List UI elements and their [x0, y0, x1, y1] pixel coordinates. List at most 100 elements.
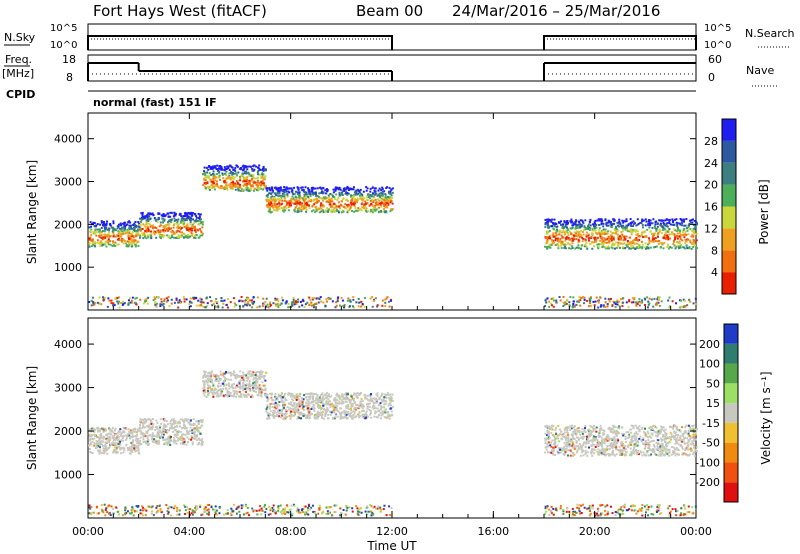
scatter-point — [297, 208, 300, 211]
scatter-point — [659, 224, 662, 227]
scatter-point — [136, 229, 139, 232]
scatter-point — [172, 430, 175, 433]
scatter-point — [202, 375, 205, 378]
scatter-point — [137, 437, 140, 440]
scatter-point — [103, 445, 106, 448]
scatter-point — [125, 244, 128, 247]
scatter-point — [300, 196, 303, 199]
ground-scatter-point — [583, 298, 586, 301]
scatter-point — [250, 185, 253, 188]
ground-scatter-point — [680, 305, 683, 308]
ground-scatter-point — [135, 504, 138, 507]
scatter-point — [663, 233, 666, 236]
scatter-point — [201, 418, 204, 421]
scatter-point — [346, 204, 349, 207]
scatter-point — [353, 193, 356, 196]
scatter-point — [570, 240, 573, 243]
scatter-point — [256, 381, 259, 384]
scatter-point — [676, 223, 679, 226]
scatter-point — [148, 212, 151, 215]
scatter-point — [160, 431, 163, 434]
scatter-point — [558, 229, 561, 232]
scatter-point — [104, 449, 107, 452]
scatter-point — [131, 233, 134, 236]
scatter-point — [172, 423, 175, 426]
scatter-point — [247, 376, 250, 379]
scatter-point — [317, 403, 320, 406]
scatter-point — [199, 218, 202, 221]
scatter-point — [181, 439, 184, 442]
scatter-point — [262, 178, 265, 181]
scatter-point — [163, 227, 166, 230]
scatter-point — [319, 406, 322, 409]
scatter-point — [290, 190, 293, 193]
scatter-point — [254, 373, 257, 376]
scatter-point — [257, 169, 260, 172]
ground-scatter-point — [298, 305, 301, 308]
scatter-point — [298, 403, 301, 406]
ground-scatter-point — [183, 298, 186, 301]
scatter-point — [110, 226, 113, 229]
ground-scatter-point — [264, 300, 267, 303]
scatter-point — [637, 246, 640, 249]
ground-scatter-point — [569, 296, 572, 299]
ground-scatter-point — [216, 513, 219, 516]
scatter-point — [293, 199, 296, 202]
scatter-point — [683, 227, 686, 230]
scatter-point — [305, 208, 308, 211]
scatter-point — [119, 434, 122, 437]
scatter-point — [326, 197, 329, 200]
scatter-point — [106, 228, 109, 231]
scatter-point — [373, 208, 376, 211]
scatter-point — [558, 231, 561, 234]
scatter-point — [551, 225, 554, 228]
scatter-point — [627, 243, 630, 246]
scatter-point — [133, 222, 136, 225]
scatter-point — [100, 231, 103, 234]
scatter-point — [162, 226, 165, 229]
scatter-point — [247, 387, 250, 390]
scatter-point — [101, 427, 104, 430]
ground-scatter-point — [246, 511, 249, 514]
scatter-point — [661, 242, 664, 245]
scatter-point — [692, 235, 695, 238]
scatter-point — [243, 177, 246, 180]
scatter-point — [610, 225, 613, 228]
scatter-point — [256, 375, 259, 378]
scatter-point — [611, 232, 614, 235]
scatter-point — [182, 433, 185, 436]
ground-scatter-point — [317, 301, 320, 304]
scatter-point — [179, 430, 182, 433]
scatter-point — [362, 197, 365, 200]
ground-scatter-point — [112, 304, 115, 307]
scatter-point — [109, 428, 112, 431]
scatter-point — [360, 196, 363, 199]
scatter-point — [674, 238, 677, 241]
scatter-point — [234, 167, 237, 170]
scatter-point — [130, 441, 133, 444]
scatter-point — [97, 445, 100, 448]
scatter-point — [356, 201, 359, 204]
scatter-point — [193, 436, 196, 439]
ground-scatter-point — [575, 303, 578, 306]
scatter-point — [303, 203, 306, 206]
scatter-point — [108, 227, 111, 230]
scatter-point — [361, 206, 364, 209]
ground-scatter-point — [199, 297, 202, 300]
scatter-point — [318, 192, 321, 195]
ground-scatter-point — [91, 296, 94, 299]
scatter-point — [99, 427, 102, 430]
scatter-point — [119, 447, 122, 450]
ground-scatter-point — [214, 505, 217, 508]
scatter-point — [632, 245, 635, 248]
scatter-point — [659, 242, 662, 245]
scatter-point — [224, 168, 227, 171]
scatter-point — [239, 183, 242, 186]
scatter-point — [326, 207, 329, 210]
scatter-point — [117, 438, 120, 441]
scatter-point — [164, 224, 167, 227]
scatter-point — [193, 222, 196, 225]
scatter-point — [557, 244, 560, 247]
ground-scatter-point — [152, 514, 155, 517]
